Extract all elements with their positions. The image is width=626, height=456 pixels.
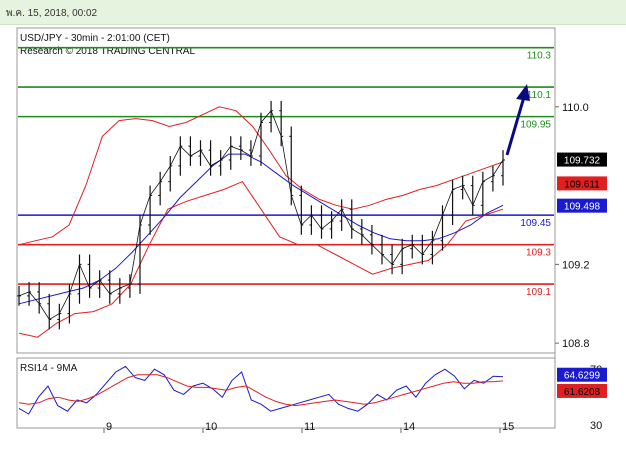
main-panel — [16, 27, 556, 354]
price-tag-label-1: 109.611 — [564, 179, 600, 190]
x-tick-label-3: 14 — [403, 421, 415, 433]
y-tick-label-2: 108.8 — [562, 338, 590, 350]
price-tag-box-0 — [557, 152, 607, 167]
level-label-2: 109.95 — [520, 120, 551, 131]
rsi-tag-box-0 — [557, 367, 607, 382]
rsi-series-line-0 — [18, 365, 504, 415]
price-close-line — [18, 109, 504, 321]
timestamp: พ.ค. 15, 2018, 00:02 — [6, 8, 98, 19]
level-label-5: 109.1 — [526, 287, 551, 298]
level-label-4: 109.3 — [526, 248, 551, 259]
price-tag-label-0: 109.732 — [564, 156, 601, 167]
price-tag-label-2: 109.498 — [564, 202, 601, 213]
price-tags: 109.732 109.611 109.498 — [557, 152, 607, 213]
rsi-y-tick-label-1: 30 — [590, 420, 602, 432]
x-axis: 9 10 11 14 15 — [103, 421, 514, 433]
y-axis: 110.0 109.2 108.8 — [555, 102, 590, 350]
header-strip: พ.ค. 15, 2018, 00:02 — [0, 0, 626, 25]
level-label-1: 110.1 — [527, 90, 552, 101]
rsi-title: RSI14 - 9MA — [20, 363, 78, 374]
rsi-tag-label-1: 61.6208 — [564, 387, 601, 398]
rsi-tag-box-1 — [557, 383, 607, 398]
level-label-3: 109.45 — [520, 218, 551, 229]
rsi-series-line-1 — [18, 374, 504, 407]
price-layer — [17, 100, 505, 330]
y-tick-label-1: 109.2 — [562, 259, 590, 271]
x-tick-label-0: 9 — [106, 421, 112, 433]
x-tick-label-2: 11 — [304, 421, 315, 433]
price-tag-box-2 — [557, 198, 607, 213]
x-tick-label-1: 10 — [205, 421, 217, 433]
rsi-panel — [16, 357, 556, 429]
main-title: USD/JPY - 30min - 2:01:00 (CET) — [20, 33, 170, 44]
price-tag-box-1 — [557, 176, 607, 191]
forecast-arrow — [505, 84, 530, 156]
level-label-0: 110.3 — [527, 51, 552, 62]
main-subtitle: Research © 2018 TRADING CENTRAL — [20, 46, 195, 57]
x-tick-label-4: 15 — [502, 421, 514, 433]
rsi-tag-label-0: 64.6299 — [564, 371, 601, 382]
levels-layer: 110.3 110.1 109.95 109.45 109.3 109.1 — [18, 46, 554, 298]
y-tick-label-0: 110.0 — [562, 102, 589, 114]
